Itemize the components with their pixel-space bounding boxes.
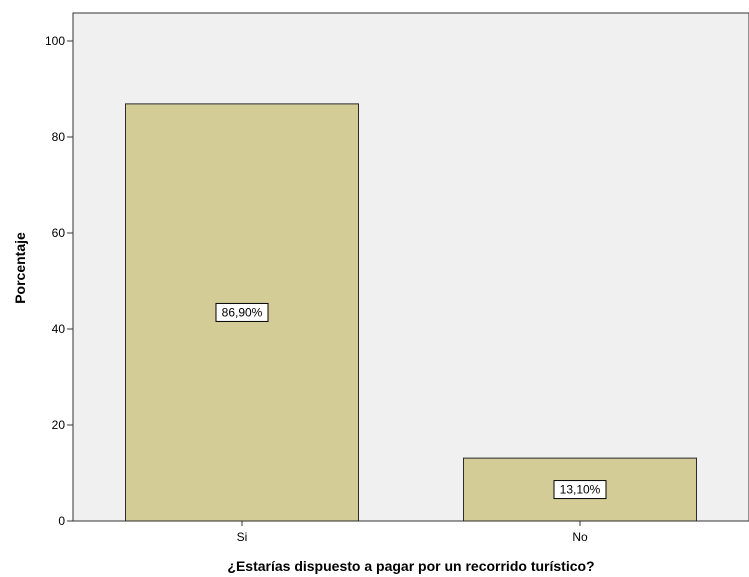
x-axis-title: ¿Estarías dispuesto a pagar por un recor… [227,558,594,574]
data-label-text: 86,90% [222,305,263,319]
data-label: 13,10% [553,480,607,500]
x-tick-label: No [572,530,588,544]
y-axis-title: Porcentaje [12,232,28,304]
y-tick-label: 40 [52,322,66,336]
y-tick-label: 80 [52,130,66,144]
y-tick-label: 0 [58,514,65,528]
data-label-text: 13,10% [560,483,601,497]
y-tick-label: 20 [52,418,66,432]
data-label-box [553,480,607,500]
x-axis: Si No [237,521,588,544]
data-label: 86,90% [215,302,269,322]
y-axis: 0 20 40 60 80 100 [45,34,73,528]
y-tick-label: 100 [45,34,65,48]
data-label-box [215,302,269,322]
x-tick-label: Si [237,530,248,544]
y-tick-label: 60 [52,226,66,240]
data-labels: 86,90% 13,10% [215,302,607,500]
